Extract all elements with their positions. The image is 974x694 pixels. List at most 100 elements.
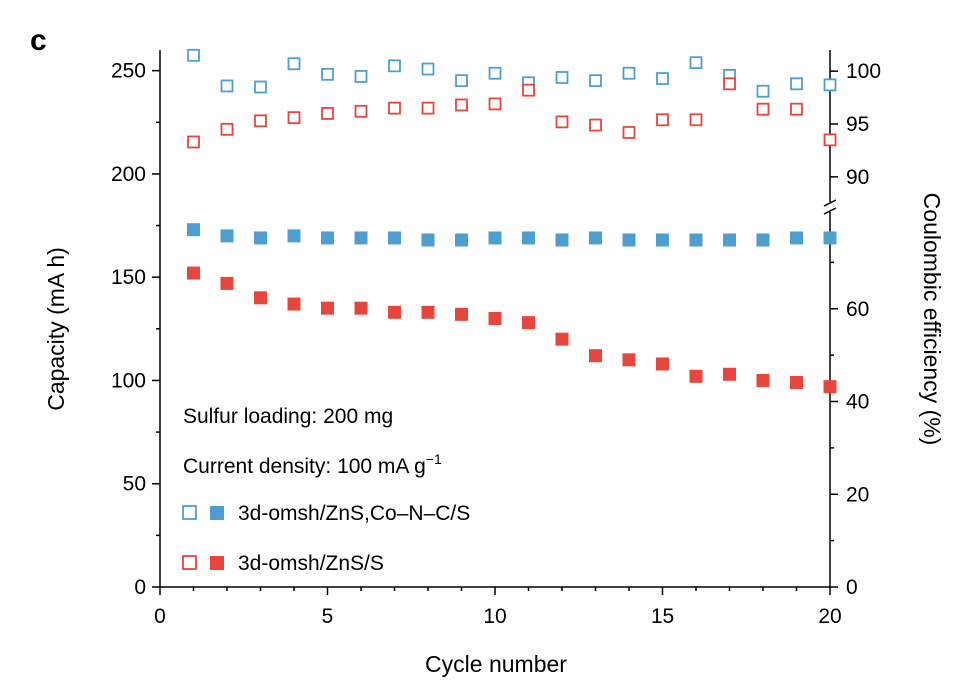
y2-tick-label: 40 [846, 391, 869, 414]
capacity-point-series-1 [388, 231, 401, 245]
current-density-superscript: −1 [426, 451, 442, 467]
legend-efficiency-swatch-2 [182, 555, 197, 570]
efficiency-point-series-1 [455, 74, 468, 88]
efficiency-point-series-2 [254, 114, 267, 128]
legend-label-2: 3d-omsh/ZnS/S [238, 552, 384, 575]
legend-efficiency-swatch-1 [182, 505, 197, 520]
capacity-point-series-2 [220, 276, 234, 290]
capacity-point-series-2 [823, 380, 837, 394]
efficiency-point-series-2 [522, 83, 535, 97]
axis-break-mark [823, 207, 837, 215]
capacity-point-series-2 [522, 316, 535, 330]
efficiency-point-series-1 [287, 57, 301, 71]
y2-axis-title: Coulombic efficiency (%) [919, 193, 945, 446]
y2-tick-label: 60 [846, 298, 869, 321]
capacity-point-series-1 [689, 233, 703, 247]
efficiency-point-series-2 [287, 111, 301, 125]
efficiency-point-series-1 [622, 66, 636, 80]
efficiency-point-series-1 [488, 66, 502, 80]
y-tick-label: 200 [111, 163, 146, 186]
capacity-point-series-2 [723, 367, 736, 381]
efficiency-point-series-2 [756, 102, 770, 116]
capacity-point-series-2 [421, 305, 435, 319]
x-tick-label: 0 [154, 605, 166, 628]
efficiency-point-series-2 [220, 122, 234, 136]
capacity-point-series-2 [488, 312, 502, 325]
efficiency-point-series-2 [321, 107, 334, 120]
efficiency-point-series-2 [555, 115, 569, 129]
y-axis-title: Capacity (mA h) [43, 247, 69, 411]
y-tick-label: 0 [134, 576, 146, 599]
y-tick-label: 150 [111, 266, 146, 289]
efficiency-point-series-1 [220, 79, 234, 93]
capacity-point-series-2 [354, 301, 368, 315]
y-tick-label: 50 [123, 473, 146, 496]
efficiency-point-series-1 [756, 84, 770, 98]
x-tick-label: 5 [322, 605, 334, 628]
legend-label-1: 3d-omsh/ZnS,Co–N–C/S [238, 502, 470, 525]
efficiency-point-series-2 [689, 113, 703, 127]
capacity-point-series-2 [790, 376, 803, 390]
capacity-point-series-2 [589, 349, 602, 363]
capacity-point-series-1 [589, 231, 602, 245]
capacity-point-series-2 [287, 297, 301, 311]
capacity-point-series-2 [388, 305, 401, 319]
legend-capacity-swatch-1 [210, 506, 224, 520]
capacity-point-series-2 [254, 291, 267, 305]
efficiency-point-series-2 [823, 133, 837, 147]
efficiency-point-series-1 [388, 59, 401, 73]
y2-tick-label: 95 [846, 113, 869, 136]
efficiency-point-series-1 [656, 72, 669, 85]
y2-tick-label: 100 [846, 60, 881, 83]
efficiency-point-series-1 [555, 71, 569, 84]
capacity-point-series-1 [287, 229, 301, 243]
capacity-point-series-2 [656, 357, 669, 371]
efficiency-point-series-2 [421, 101, 435, 115]
efficiency-point-series-2 [388, 101, 401, 115]
legend-capacity-swatch-2 [210, 556, 224, 570]
efficiency-point-series-2 [589, 118, 602, 132]
capacity-point-series-2 [689, 369, 703, 383]
capacity-point-series-1 [823, 231, 837, 245]
y-tick-label: 250 [111, 60, 146, 83]
capacity-point-series-1 [756, 233, 770, 247]
capacity-point-series-1 [254, 231, 267, 245]
capacity-point-series-1 [488, 231, 502, 245]
capacity-point-series-2 [555, 332, 569, 346]
efficiency-point-series-2 [723, 77, 736, 91]
sulfur-loading-note: Sulfur loading: 200 mg [183, 405, 393, 428]
capacity-point-series-2 [321, 301, 334, 315]
panel-label: c [30, 24, 47, 57]
efficiency-point-series-1 [421, 62, 435, 76]
efficiency-point-series-2 [656, 113, 669, 127]
efficiency-point-series-1 [187, 48, 200, 62]
current-density-note: Current density: 100 mA g−1 [183, 451, 442, 478]
capacity-point-series-1 [220, 229, 234, 243]
y2-tick-label: 20 [846, 483, 869, 506]
capacity-point-series-1 [421, 233, 435, 247]
y2-tick-label: 0 [846, 576, 858, 599]
efficiency-point-series-1 [254, 80, 267, 94]
efficiency-point-series-1 [689, 56, 703, 70]
x-axis-title: Cycle number [425, 651, 567, 677]
capacity-point-series-1 [656, 233, 669, 247]
capacity-point-series-1 [622, 233, 636, 247]
x-tick-label: 15 [651, 605, 674, 628]
legend: 3d-omsh/ZnS,Co–N–C/S 3d-omsh/ZnS/S [182, 502, 470, 575]
efficiency-point-series-2 [488, 97, 502, 111]
y-tick-label: 100 [111, 369, 146, 392]
x-tick-label: 20 [818, 605, 841, 628]
y2-tick-label: 90 [846, 166, 869, 189]
efficiency-point-series-1 [321, 67, 334, 81]
capacity-point-series-1 [321, 231, 334, 245]
efficiency-point-series-1 [354, 70, 368, 83]
capacity-point-series-2 [455, 307, 468, 321]
capacity-point-series-2 [187, 266, 200, 280]
capacity-point-series-1 [187, 223, 200, 237]
efficiency-point-series-2 [790, 102, 803, 116]
efficiency-point-series-1 [823, 78, 837, 92]
efficiency-point-series-2 [354, 104, 368, 118]
efficiency-point-series-1 [790, 77, 803, 91]
efficiency-point-series-1 [589, 74, 602, 88]
